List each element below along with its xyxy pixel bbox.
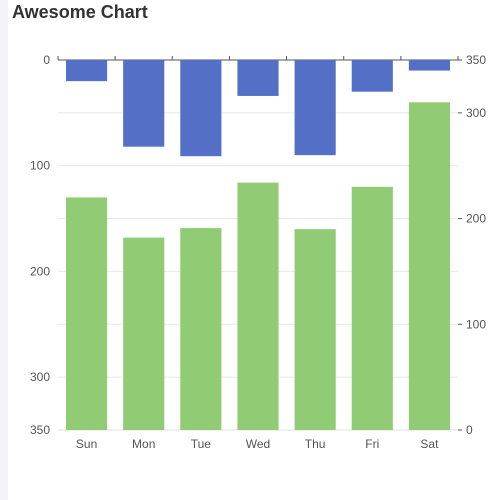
left-tick-label: 0	[43, 53, 50, 67]
blue-bar-sun	[66, 60, 108, 82]
green-bar-sun	[66, 197, 108, 430]
category-label-sat: Sat	[420, 437, 439, 451]
blue-bar-wed	[237, 60, 279, 96]
blue-bar-thu	[294, 60, 336, 156]
category-axis-ticks: Sun Mon Tue Wed Thu Fri Sat	[76, 437, 439, 451]
green-bar-wed	[237, 182, 279, 430]
category-label-fri: Fri	[365, 437, 379, 451]
left-tick-label: 350	[30, 423, 50, 437]
category-label-mon: Mon	[132, 437, 155, 451]
left-axis-ticks: 0 100 200 300 350	[30, 53, 50, 437]
green-bar-mon	[123, 237, 165, 430]
green-bar-thu	[294, 229, 336, 430]
green-bar-fri	[351, 186, 393, 430]
category-label-thu: Thu	[305, 437, 326, 451]
category-label-wed: Wed	[246, 437, 270, 451]
green-bar-sat	[408, 102, 450, 431]
green-bar-tue	[180, 228, 222, 430]
right-axis-ticks: 0 100 200 300 350	[458, 53, 486, 437]
right-tick-label: 100	[466, 317, 486, 331]
blue-bar-mon	[123, 60, 165, 147]
left-tick-label: 300	[30, 370, 50, 384]
left-panel-strip	[0, 0, 8, 500]
blue-bar-tue	[180, 60, 222, 157]
right-tick-label: 0	[466, 423, 473, 437]
category-label-tue: Tue	[191, 437, 212, 451]
blue-bar-fri	[351, 60, 393, 92]
series-blue-bars	[66, 60, 450, 157]
blue-bar-sat	[408, 60, 450, 71]
right-tick-label: 300	[466, 106, 486, 120]
chart-title: Awesome Chart	[12, 2, 148, 22]
series-green-bars	[66, 102, 450, 431]
left-tick-label: 200	[30, 264, 50, 278]
category-label-sun: Sun	[76, 437, 97, 451]
right-tick-label: 200	[466, 212, 486, 226]
left-tick-label: 100	[30, 159, 50, 173]
right-tick-label: 350	[466, 53, 486, 67]
